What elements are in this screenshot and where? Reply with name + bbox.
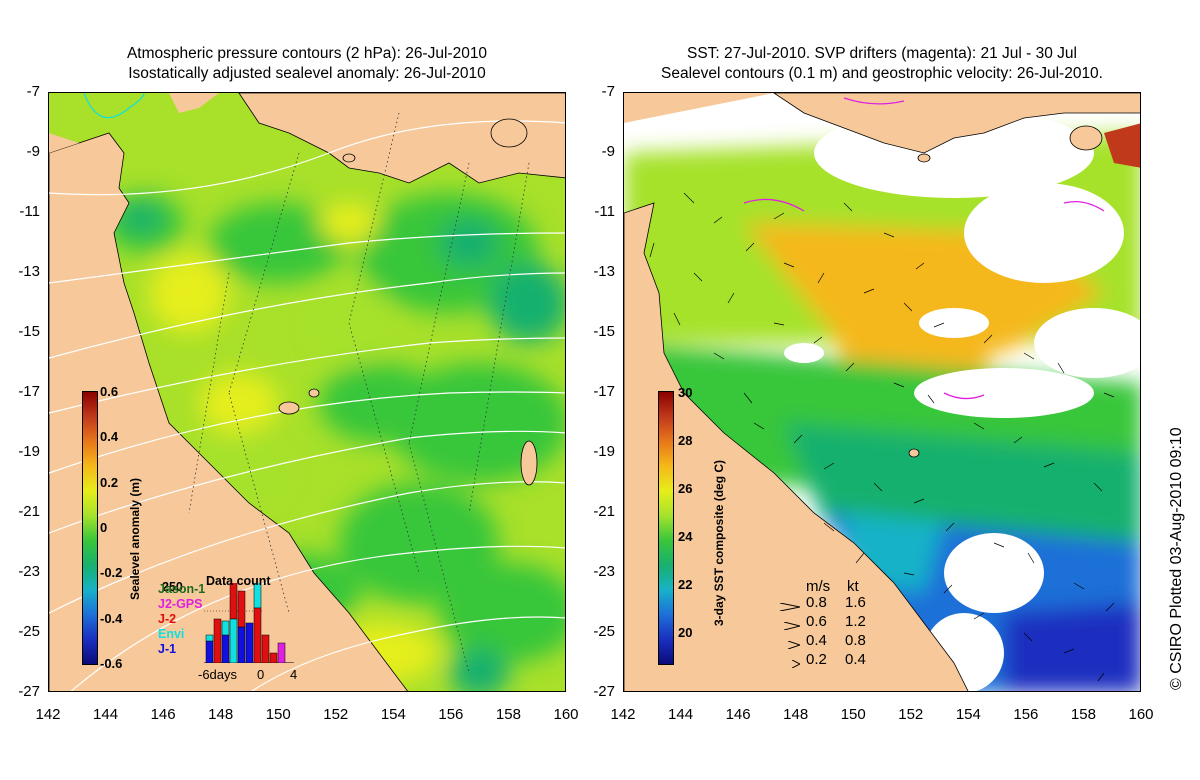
longitude-tick-label: 146	[725, 706, 751, 723]
longitude-tick-label: 160	[1128, 706, 1154, 723]
sst-colorbar-tick: 28	[678, 433, 693, 448]
latitude-tick-label: -11	[594, 203, 615, 220]
sst-colorbar-tick: 22	[678, 577, 693, 592]
longitude-tick-label: 158	[1070, 706, 1096, 723]
latitude-tick-label: -27	[593, 683, 615, 700]
latitude-tick-label: -17	[18, 383, 40, 400]
longitude-tick-label: 156	[438, 706, 464, 723]
speed-legend-header-kt: kt	[847, 578, 859, 595]
sst-colorbar-tick: 24	[678, 529, 693, 544]
histogram-xtick-start: -6days	[198, 667, 238, 682]
latitude-tick-label: -13	[593, 263, 615, 280]
sealevel-anomaly-field	[49, 93, 565, 691]
sst-colorbar-label: 3-day SST composite (deg C)	[712, 459, 726, 626]
left-map-title-line1: Atmospheric pressure contours (2 hPa): 2…	[126, 45, 488, 62]
latitude-tick-label: -25	[593, 623, 615, 640]
speed-legend-ms-value: 0.4	[806, 632, 827, 649]
data-count-scale-label: 250	[162, 580, 183, 594]
sealevel-anomaly-map	[48, 92, 566, 692]
speed-legend-header-ms: m/s	[806, 578, 831, 595]
latitude-tick-label: -15	[593, 323, 615, 340]
longitude-tick-label: 150	[840, 706, 866, 723]
latitude-tick-label: -15	[18, 323, 40, 340]
latitude-tick-label: -7	[26, 83, 40, 100]
longitude-tick-label: 144	[668, 706, 694, 723]
speed-legend-arrow	[791, 655, 802, 669]
longitude-tick-label: 156	[1013, 706, 1039, 723]
sst-field	[624, 93, 1140, 691]
sealevel-colorbar-tick: -0.4	[100, 610, 123, 626]
satellite-legend-entry: J-2	[158, 612, 177, 626]
speed-legend-ms-value: 0.8	[806, 594, 827, 611]
satellite-legend-entry: J-1	[158, 642, 177, 656]
sst-colorbar-tick: 30	[678, 385, 693, 400]
sealevel-colorbar-tick: -0.2	[100, 565, 123, 581]
sealevel-colorbar-tick: 0	[100, 520, 108, 535]
latitude-tick-label: -13	[18, 263, 40, 280]
longitude-tick-label: 148	[208, 706, 234, 723]
speed-legend-ms-value: 0.6	[806, 613, 827, 630]
speed-legend-kt-value: 0.4	[845, 651, 866, 668]
latitude-tick-label: -9	[26, 143, 40, 160]
longitude-tick-label: 146	[150, 706, 176, 723]
sealevel-colorbar-label: Sealevel anomaly (m)	[128, 477, 142, 600]
sealevel-colorbar-tick: 0.2	[100, 474, 119, 490]
histogram-xtick-zero: 0	[257, 667, 265, 682]
speed-legend-ms-value: 0.2	[806, 651, 827, 668]
speed-legend-arrow	[779, 598, 801, 612]
sst-colorbar-tick: 26	[678, 481, 693, 496]
data-count-title: Data count	[206, 574, 271, 588]
longitude-tick-label: 152	[323, 706, 349, 723]
longitude-tick-label: 154	[380, 706, 406, 723]
latitude-tick-label: -23	[593, 563, 615, 580]
speed-legend-arrow	[787, 636, 802, 650]
longitude-tick-label: 142	[35, 706, 61, 723]
satellite-legend-entry: Envi	[158, 627, 185, 641]
satellite-legend-entry: J2-GPS	[158, 597, 203, 611]
latitude-tick-label: -9	[601, 143, 615, 160]
sealevel-colorbar-tick: 0.6	[100, 384, 119, 399]
speed-legend-kt-value: 0.8	[845, 632, 866, 649]
sst-colorbar	[658, 391, 674, 665]
latitude-tick-label: -27	[18, 683, 40, 700]
latitude-tick-label: -19	[593, 443, 615, 460]
speed-legend-kt-value: 1.6	[845, 594, 866, 611]
satellite-legend-entry: Jason-1	[158, 582, 206, 596]
sealevel-colorbar-tick: -0.6	[100, 656, 123, 671]
longitude-tick-label: 160	[553, 706, 579, 723]
sst-colorbar-tick: 20	[678, 625, 693, 640]
right-map-title-line2: Sealevel contours (0.1 m) and geostrophi…	[661, 65, 1103, 82]
data-count-panel	[204, 583, 294, 663]
latitude-tick-label: -25	[18, 623, 40, 640]
latitude-tick-label: -21	[18, 503, 40, 520]
plot-credit: © CSIRO Plotted 03-Aug-2010 09:10	[1168, 427, 1185, 690]
left-map-title-line2: Isostatically adjusted sealevel anomaly:…	[128, 65, 486, 82]
data-count-histogram	[204, 583, 294, 663]
latitude-tick-label: -23	[18, 563, 40, 580]
longitude-tick-label: 142	[610, 706, 636, 723]
sealevel-colorbar	[82, 391, 98, 665]
sst-map	[623, 92, 1141, 692]
longitude-tick-label: 158	[495, 706, 521, 723]
longitude-tick-label: 144	[93, 706, 119, 723]
latitude-tick-label: -11	[19, 203, 40, 220]
longitude-tick-label: 150	[265, 706, 291, 723]
speed-legend-kt-value: 1.2	[845, 613, 866, 630]
latitude-tick-label: -7	[601, 83, 615, 100]
latitude-tick-label: -19	[18, 443, 40, 460]
latitude-tick-label: -21	[593, 503, 615, 520]
longitude-tick-label: 148	[783, 706, 809, 723]
right-map-title-line1: SST: 27-Jul-2010. SVP drifters (magenta)…	[687, 45, 1077, 62]
latitude-tick-label: -17	[593, 383, 615, 400]
sealevel-colorbar-tick: 0.4	[100, 429, 119, 445]
histogram-xtick-end: 4	[290, 667, 298, 682]
speed-legend-arrow	[783, 617, 801, 631]
longitude-tick-label: 152	[898, 706, 924, 723]
longitude-tick-label: 154	[955, 706, 981, 723]
